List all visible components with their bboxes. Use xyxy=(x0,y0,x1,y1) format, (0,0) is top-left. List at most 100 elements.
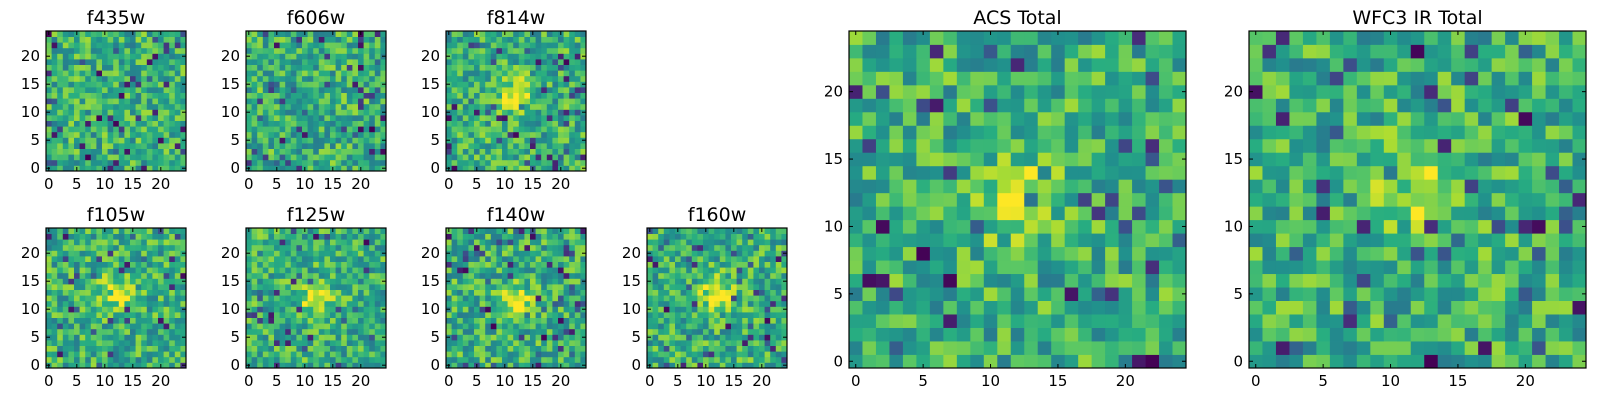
heatmap-cell xyxy=(747,351,754,358)
heatmap-cell xyxy=(174,284,181,290)
heatmap-cell xyxy=(285,317,292,324)
heatmap-cell xyxy=(457,233,464,240)
heatmap-cell xyxy=(502,98,508,105)
heatmap-cell xyxy=(174,59,181,65)
heatmap-cell xyxy=(74,250,80,257)
heatmap-cell xyxy=(479,165,486,172)
heatmap-cell xyxy=(691,323,698,330)
heatmap-cell xyxy=(174,362,181,369)
heatmap-cell xyxy=(490,165,497,172)
heatmap-cell xyxy=(552,126,559,133)
y-tick-label: 0 xyxy=(430,159,440,177)
heatmap-cell xyxy=(1091,192,1106,207)
heatmap-cell xyxy=(518,250,525,257)
heatmap-cell xyxy=(546,59,553,65)
heatmap-cell xyxy=(708,244,715,251)
heatmap-cell xyxy=(358,115,364,121)
heatmap-cell xyxy=(62,42,69,49)
heatmap-cell xyxy=(74,81,80,88)
heatmap-cell xyxy=(180,239,187,246)
heatmap-cell xyxy=(152,87,159,93)
heatmap-cell xyxy=(374,244,381,251)
heatmap-cell xyxy=(274,64,280,71)
heatmap-cell xyxy=(113,126,120,133)
heatmap-cell xyxy=(929,327,944,342)
heatmap-cell xyxy=(96,334,103,341)
heatmap-cell xyxy=(647,340,653,346)
heatmap-cell xyxy=(335,345,342,352)
heatmap-cell xyxy=(747,250,754,257)
heatmap-cell xyxy=(474,154,480,161)
heatmap-cell xyxy=(268,159,275,166)
heatmap-cell xyxy=(380,267,387,274)
heatmap-cell xyxy=(647,267,653,274)
heatmap-cell xyxy=(135,261,142,268)
heatmap-cell xyxy=(943,327,958,342)
heatmap-cell xyxy=(113,53,120,60)
heatmap-cell xyxy=(330,323,336,330)
heatmap-cell xyxy=(652,278,659,285)
heatmap-cell xyxy=(296,70,303,77)
heatmap-cell xyxy=(451,36,458,43)
heatmap-cell xyxy=(719,317,726,324)
heatmap-cell xyxy=(558,81,564,88)
heatmap-cell xyxy=(546,98,553,105)
heatmap-cell xyxy=(753,323,760,330)
heatmap-cell xyxy=(889,354,904,369)
heatmap-cell xyxy=(524,53,531,60)
heatmap-cell xyxy=(697,323,704,330)
heatmap-cell xyxy=(462,148,469,155)
heatmap-cell xyxy=(462,81,469,88)
heatmap-cell xyxy=(496,284,503,290)
heatmap-cell xyxy=(507,137,514,144)
heatmap-cell xyxy=(875,327,890,342)
heatmap-cell xyxy=(262,115,269,121)
heatmap-cell xyxy=(363,284,370,290)
heatmap-cell xyxy=(1118,233,1133,248)
heatmap-cell xyxy=(130,120,136,127)
heatmap-cell xyxy=(535,159,542,166)
heatmap-cell xyxy=(90,103,97,110)
heatmap-cell xyxy=(652,351,659,358)
heatmap-cell xyxy=(268,261,275,268)
heatmap-cell xyxy=(341,267,348,274)
heatmap-cell xyxy=(552,323,559,330)
heatmap-cell xyxy=(79,272,86,279)
heatmap-cell xyxy=(358,92,364,99)
heatmap-cell xyxy=(731,317,737,324)
heatmap-cell xyxy=(358,126,364,133)
heatmap-cell xyxy=(502,323,508,330)
heatmap-cell xyxy=(96,328,103,335)
heatmap-cell xyxy=(374,47,381,54)
heatmap-cell xyxy=(330,92,336,99)
heatmap-cell xyxy=(474,244,480,251)
heatmap-cell xyxy=(574,228,581,234)
heatmap-cell xyxy=(490,340,497,346)
heatmap-cell xyxy=(68,239,75,246)
heatmap-cell xyxy=(502,148,508,155)
x-tick-label: 20 xyxy=(551,372,570,390)
heatmap-cell xyxy=(875,165,890,180)
heatmap-cell xyxy=(753,312,760,318)
heatmap-cell xyxy=(496,317,503,324)
heatmap-cell xyxy=(57,143,64,149)
heatmap-cell xyxy=(451,261,458,268)
heatmap-cell xyxy=(507,351,514,358)
heatmap-cell xyxy=(335,159,342,166)
heatmap-cell xyxy=(51,98,58,105)
heatmap-cell xyxy=(457,244,464,251)
heatmap-cell xyxy=(518,47,525,54)
heatmap-cell xyxy=(79,295,86,302)
heatmap-cell xyxy=(313,64,320,71)
heatmap-cell xyxy=(346,272,353,279)
heatmap-cell xyxy=(374,323,381,330)
heatmap-cell xyxy=(513,75,520,82)
heatmap-cell xyxy=(246,103,252,110)
heatmap-cell xyxy=(983,273,998,288)
heatmap-cell xyxy=(742,295,749,302)
heatmap-cell xyxy=(68,289,75,296)
heatmap-cell xyxy=(96,64,103,71)
heatmap-cell xyxy=(363,228,370,234)
heatmap-cell xyxy=(257,356,264,363)
heatmap-cell xyxy=(747,323,754,330)
